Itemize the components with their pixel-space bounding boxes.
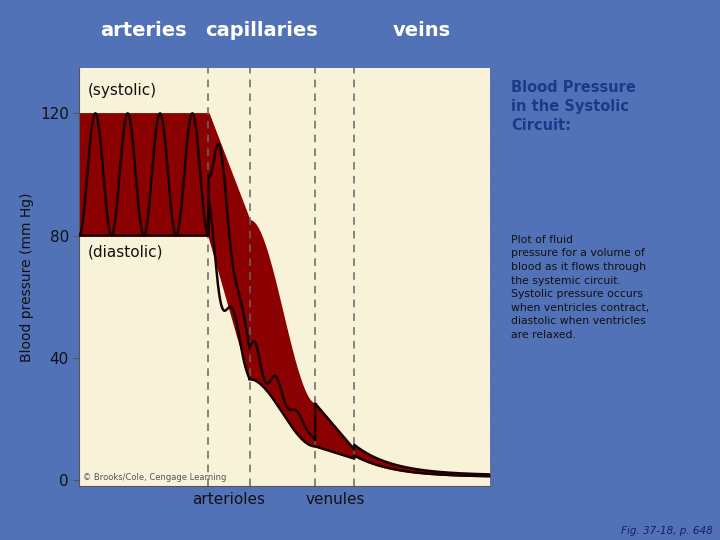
Y-axis label: Blood pressure (mm Hg): Blood pressure (mm Hg) [20,192,35,361]
Text: © Brooks/Cole, Cengage Learning: © Brooks/Cole, Cengage Learning [84,473,227,482]
Text: (diastolic): (diastolic) [87,245,163,260]
Text: Blood Pressure
in the Systolic
Circuit:: Blood Pressure in the Systolic Circuit: [510,80,636,133]
Text: Fig. 37-18, p. 648: Fig. 37-18, p. 648 [621,525,713,536]
Text: capillaries: capillaries [205,21,318,40]
Text: (systolic): (systolic) [87,83,156,98]
Text: arterioles: arterioles [192,492,266,507]
Text: veins: veins [393,21,451,40]
Text: arteries: arteries [101,21,187,40]
Text: venules: venules [305,492,364,507]
Text: Plot of fluid
pressure for a volume of
blood as it flows through
the systemic ci: Plot of fluid pressure for a volume of b… [510,235,649,340]
